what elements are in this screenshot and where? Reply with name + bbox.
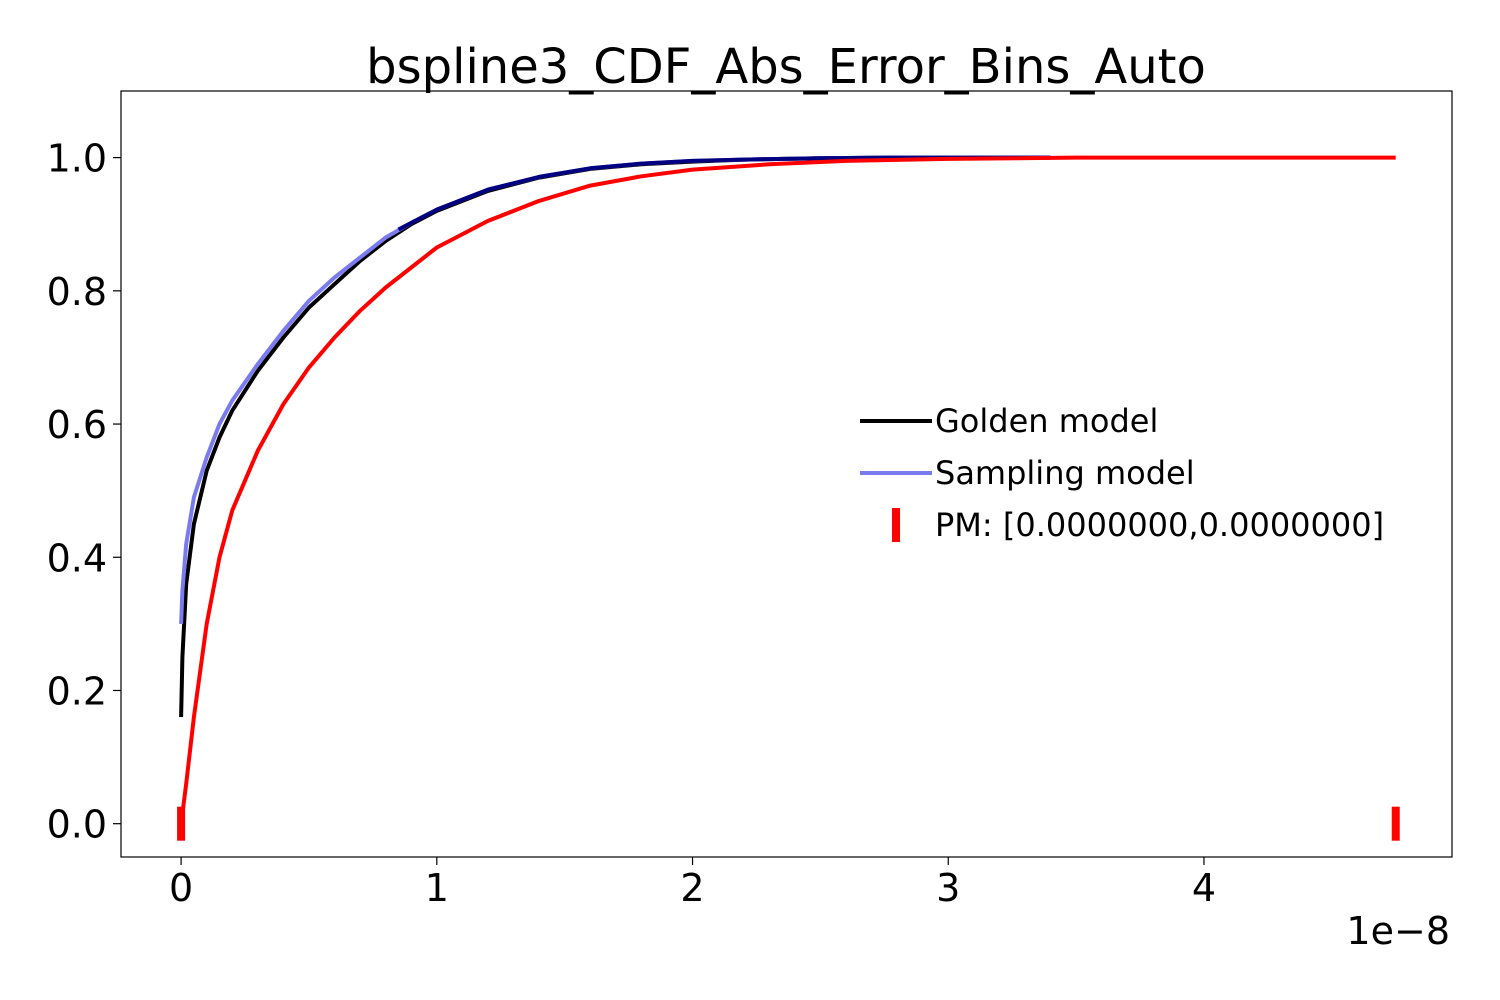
y-tick-label-3: 0.6 <box>47 403 107 447</box>
y-tick-label-4: 0.8 <box>47 270 107 314</box>
x-tick-label-3: 3 <box>936 866 960 910</box>
x-axis-ticks: 0 1 2 3 4 <box>169 857 1216 910</box>
y-tick-label-5: 1.0 <box>47 137 107 181</box>
legend-swatch-2 <box>892 508 900 542</box>
x-tick-label-2: 2 <box>680 866 704 910</box>
plot-frame <box>120 90 1453 858</box>
x-tick-label-0: 0 <box>169 866 193 910</box>
chart-title: bspline3_CDF_Abs_Error_Bins_Auto <box>366 39 1206 95</box>
legend-label-2: PM: [0.0000000,0.0000000] <box>935 506 1384 544</box>
x-offset-label: 1e−8 <box>1346 909 1450 953</box>
x-tick-label-4: 4 <box>1192 866 1216 910</box>
legend-label-1: Sampling model <box>935 454 1195 492</box>
x-tick-label-1: 1 <box>425 866 449 910</box>
y-tick-label-1: 0.2 <box>47 669 107 713</box>
y-tick-label-2: 0.4 <box>47 536 107 580</box>
pm-marker-1 <box>1391 806 1400 841</box>
legend: Golden model Sampling model PM: [0.0000000… <box>860 402 1384 544</box>
y-tick-label-0: 0.0 <box>47 803 107 847</box>
legend-label-0: Golden model <box>935 402 1158 440</box>
series-layer <box>179 155 1396 824</box>
y-axis-ticks: 0.0 0.2 0.4 0.6 0.8 1.0 <box>47 137 121 847</box>
pm-marker-0 <box>177 806 186 841</box>
pm-marker-layer <box>177 806 1400 841</box>
series-line-3 <box>179 155 1396 824</box>
